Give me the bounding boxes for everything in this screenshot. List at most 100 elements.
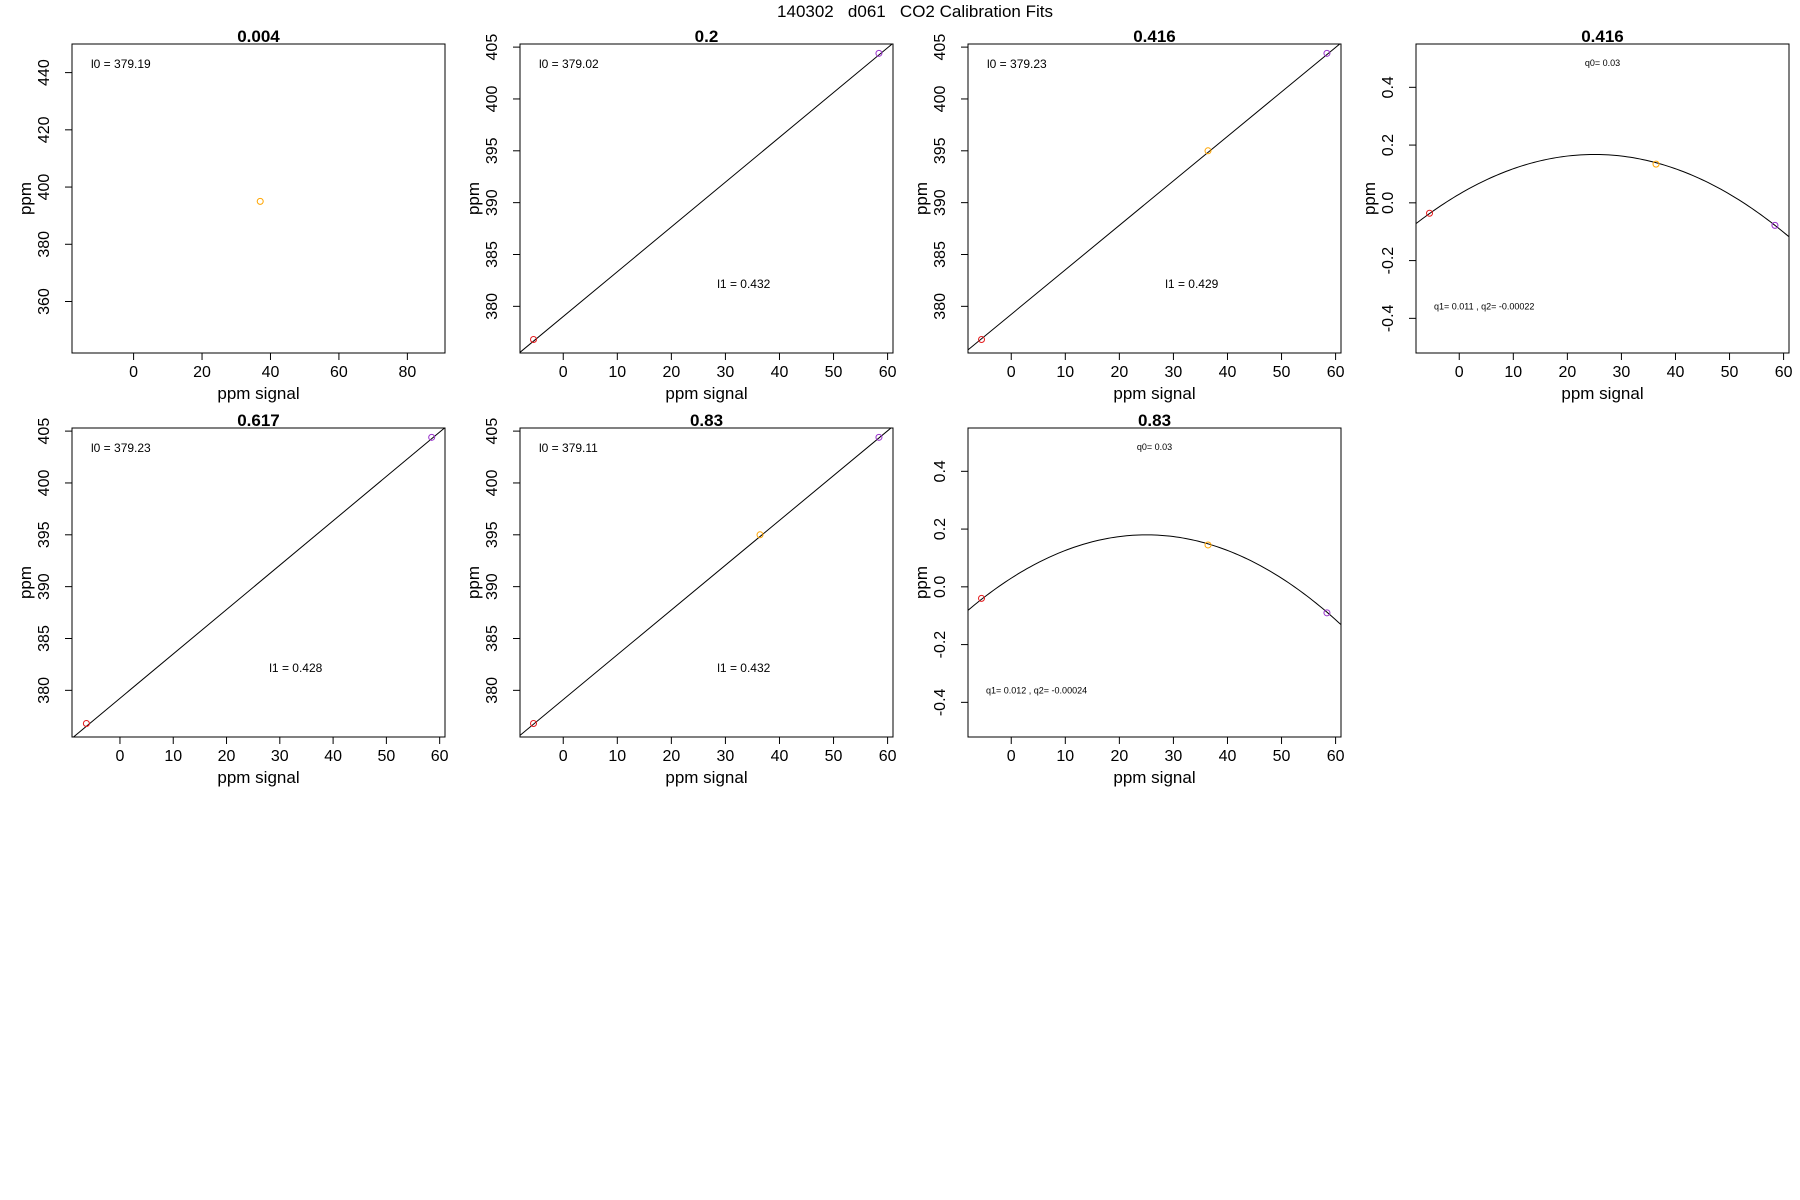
y-tick-label: 380 [932, 293, 949, 320]
data-point-purple [1771, 221, 1779, 229]
data-point-purple [1323, 49, 1331, 57]
x-tick-label: 10 [1056, 748, 1074, 765]
panel-4: 0.416 0 10 20 30 40 50 60 -0.4 -0.2 0.0 0.2 0.4 ppm s… [1360, 27, 1793, 403]
fit-curve [1416, 153, 1789, 238]
x-tick-label: 60 [330, 364, 348, 381]
q1-q2-annotation: q1= 0.011 , q2= -0.00022 [1434, 302, 1534, 312]
panel-6: 0.83 0 10 20 30 40 50 60 380 385 390 395 400 405 ppm s… [464, 411, 897, 787]
l1-annotation: l1 = 0.432 [717, 277, 770, 291]
x-tick-label: 40 [262, 364, 280, 381]
l0-annotation: l0 = 379.02 [539, 57, 599, 71]
y-tick-label: 400 [484, 470, 501, 497]
panel-title: 0.83 [1138, 411, 1171, 430]
panel-title: 0.004 [237, 27, 280, 46]
y-tick-label: 400 [932, 86, 949, 113]
x-tick-label: 40 [1219, 364, 1237, 381]
data-point-orange [1204, 147, 1212, 155]
y-tick-label: 380 [36, 677, 53, 704]
data-point-orange [756, 531, 764, 539]
x-tick-label: 50 [1273, 748, 1291, 765]
fit-curve [968, 534, 1341, 626]
x-axis-label: ppm signal [1113, 384, 1195, 403]
y-tick-label: 390 [484, 189, 501, 216]
y-tick-label: -0.4 [1380, 304, 1397, 332]
y-tick-label: -0.2 [1380, 247, 1397, 275]
y-tick-label: 0.0 [932, 576, 949, 598]
x-tick-label: 20 [1558, 364, 1576, 381]
data-point-red [1426, 209, 1434, 217]
x-tick-label: 20 [193, 364, 211, 381]
x-axis-label: ppm signal [1113, 768, 1195, 787]
plot-frame [967, 427, 1342, 738]
panel-5: 0.617 0 10 20 30 40 50 60 380 385 390 395 400 405 ppm … [16, 411, 449, 787]
q1-q2-annotation: q1= 0.012 , q2= -0.00024 [986, 686, 1087, 696]
data-point-red [978, 594, 986, 602]
data-point-purple [875, 49, 883, 57]
panel-title: 0.83 [690, 411, 723, 430]
plot-frame [519, 43, 894, 354]
x-axis-label: ppm signal [217, 384, 299, 403]
y-axis-label: ppm [464, 566, 483, 599]
y-axis-label: ppm [912, 566, 931, 599]
y-tick-label: 390 [484, 573, 501, 600]
data-point-orange [256, 197, 264, 205]
x-tick-label: 20 [1110, 364, 1128, 381]
y-tick-label: 0.4 [932, 460, 949, 482]
page-title: 140302 d061 CO2 Calibration Fits [777, 2, 1053, 21]
x-tick-label: 50 [825, 364, 843, 381]
x-tick-label: 10 [608, 364, 626, 381]
x-tick-label: 10 [164, 748, 182, 765]
l0-annotation: l0 = 379.19 [91, 57, 151, 71]
plot-frame [71, 43, 446, 354]
x-tick-label: 0 [1007, 364, 1016, 381]
data-point-red [530, 720, 538, 728]
y-tick-label: 405 [932, 34, 949, 61]
y-tick-label: 380 [484, 677, 501, 704]
y-tick-label: -0.2 [932, 631, 949, 659]
fit-line [968, 44, 1341, 351]
x-tick-label: 40 [771, 364, 789, 381]
y-tick-label: 385 [932, 241, 949, 268]
x-tick-label: 10 [1504, 364, 1522, 381]
panel-3: 0.416 0 10 20 30 40 50 60 380 385 390 395 400 405 ppm … [912, 27, 1345, 403]
x-tick-label: 10 [608, 748, 626, 765]
y-tick-label: 400 [484, 86, 501, 113]
y-tick-label: 405 [484, 34, 501, 61]
y-tick-label: 400 [36, 470, 53, 497]
y-axis-label: ppm [1360, 182, 1379, 215]
x-tick-label: 60 [1775, 364, 1793, 381]
plot-frame [71, 427, 446, 738]
x-tick-label: 40 [771, 748, 789, 765]
y-tick-label: 385 [36, 625, 53, 652]
data-point-orange [1652, 160, 1660, 168]
y-axis-label: ppm [16, 182, 35, 215]
data-point-purple [428, 433, 436, 441]
x-tick-label: 0 [1455, 364, 1464, 381]
l1-annotation: l1 = 0.428 [269, 661, 322, 675]
y-tick-label: 390 [932, 189, 949, 216]
fit-line [520, 44, 893, 353]
panel-title: 0.416 [1133, 27, 1176, 46]
x-tick-label: 60 [879, 748, 897, 765]
x-tick-label: 40 [1667, 364, 1685, 381]
x-tick-label: 30 [1165, 748, 1183, 765]
l1-annotation: l1 = 0.429 [1165, 277, 1218, 291]
x-tick-label: 60 [1327, 748, 1345, 765]
x-tick-label: 0 [1007, 748, 1016, 765]
q0-annotation: q0= 0.03 [1137, 442, 1172, 452]
plot-frame [967, 43, 1342, 354]
x-tick-label: 40 [1219, 748, 1237, 765]
x-tick-label: 50 [377, 748, 395, 765]
l0-annotation: l0 = 379.23 [91, 441, 151, 455]
x-axis-label: ppm signal [665, 384, 747, 403]
x-axis-label: ppm signal [665, 768, 747, 787]
y-tick-label: 0.2 [1380, 134, 1397, 156]
y-tick-label: 0.4 [1380, 76, 1397, 98]
y-tick-label: 385 [484, 241, 501, 268]
plot-frame [519, 427, 894, 738]
y-tick-label: 440 [36, 59, 53, 86]
y-tick-label: 395 [36, 521, 53, 548]
y-tick-label: 0.0 [1380, 192, 1397, 214]
panel-title: 0.416 [1581, 27, 1624, 46]
